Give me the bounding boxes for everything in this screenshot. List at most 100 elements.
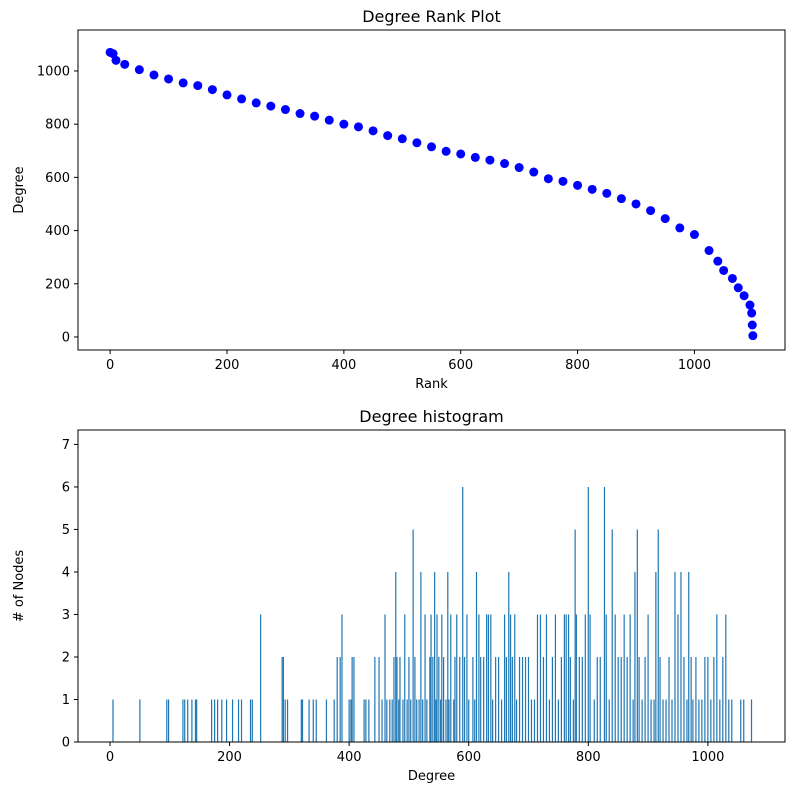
x-tick-label: 1000 [691, 750, 724, 765]
bar [617, 656, 619, 742]
bar [453, 699, 455, 742]
y-tick-label: 400 [45, 224, 70, 239]
bar [688, 571, 690, 742]
bar [674, 571, 676, 742]
bar [363, 699, 365, 742]
bar [511, 656, 513, 742]
bar [221, 699, 223, 742]
bar [450, 614, 452, 742]
point [675, 223, 685, 233]
bar [374, 656, 376, 742]
bar [389, 699, 391, 742]
bar [475, 571, 478, 742]
bar [196, 699, 198, 742]
bar [260, 614, 262, 742]
bar [574, 529, 576, 742]
bar [713, 656, 715, 742]
bar [719, 699, 721, 742]
bar [424, 614, 426, 742]
bar [551, 656, 554, 742]
bar [505, 656, 507, 742]
point [164, 74, 174, 84]
bar [680, 571, 682, 742]
y-tick-label: 1 [62, 693, 70, 708]
point [266, 101, 276, 111]
bar [659, 656, 661, 742]
bar [572, 699, 574, 742]
point [222, 90, 232, 100]
bar [466, 614, 468, 742]
bar [399, 656, 401, 742]
bar [584, 614, 586, 742]
bar [514, 614, 516, 742]
bar [750, 699, 753, 742]
bar [668, 656, 670, 742]
bar [447, 571, 449, 742]
bar [429, 656, 431, 742]
x-axis-label: Degree [408, 769, 455, 784]
bar [353, 656, 355, 742]
point [353, 122, 363, 132]
point [178, 78, 188, 88]
bar [480, 656, 482, 742]
bar [381, 699, 383, 742]
bar [333, 699, 335, 742]
y-tick-label: 4 [62, 565, 70, 580]
point [237, 94, 247, 104]
point [427, 142, 436, 152]
bar [704, 656, 706, 742]
point [120, 59, 130, 69]
point [727, 273, 737, 283]
bar [686, 699, 688, 742]
bar [463, 656, 466, 742]
bar [665, 699, 667, 742]
bar [626, 656, 628, 742]
bar [336, 656, 338, 742]
point [713, 256, 723, 266]
bar [237, 699, 240, 742]
point [310, 111, 320, 121]
bar [456, 614, 458, 742]
bar [608, 699, 610, 742]
bar [395, 571, 397, 742]
point [251, 98, 261, 108]
bar [468, 699, 470, 742]
bar [731, 699, 733, 742]
bar [487, 614, 490, 742]
y-tick-label: 1000 [37, 64, 70, 79]
bar [542, 656, 545, 742]
point [111, 55, 121, 65]
bar [416, 699, 418, 742]
bar [378, 656, 380, 742]
bar [690, 656, 692, 742]
x-tick-label: 0 [106, 750, 114, 765]
x-tick-label: 400 [331, 358, 356, 373]
bar [404, 614, 406, 742]
point [587, 184, 597, 194]
bar [603, 486, 606, 742]
bar [569, 656, 571, 742]
bar [548, 699, 551, 742]
bar [225, 699, 228, 742]
bar [459, 656, 461, 742]
bar [308, 699, 310, 742]
bar [284, 699, 286, 742]
bar [611, 529, 613, 742]
bar [166, 699, 168, 742]
bar [438, 656, 440, 742]
bar [581, 656, 583, 742]
bar [422, 699, 424, 742]
bar [641, 699, 643, 742]
point [704, 246, 714, 256]
bar [350, 699, 352, 742]
bar [384, 614, 386, 742]
point [739, 291, 749, 301]
bar [440, 699, 442, 742]
bar [435, 699, 437, 742]
bar [282, 656, 284, 742]
bar [596, 656, 598, 742]
bar [722, 656, 724, 742]
bar [698, 699, 700, 742]
point [646, 206, 656, 216]
bar [644, 656, 646, 742]
